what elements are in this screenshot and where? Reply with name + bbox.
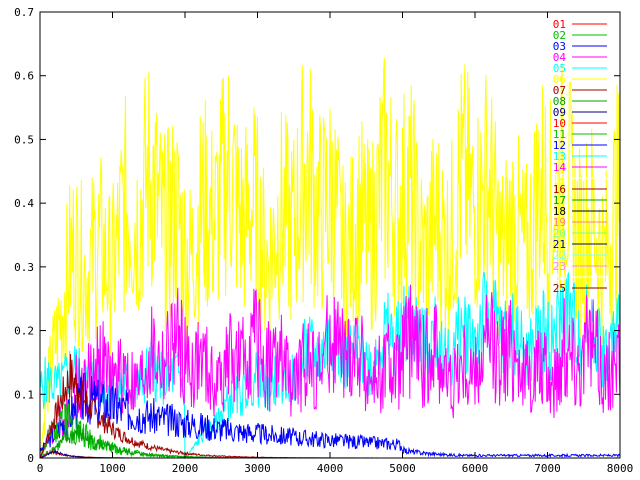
- legend: 0102030405060708091011121314151617181920…: [553, 18, 607, 295]
- legend-label-24: 24: [553, 271, 567, 284]
- legend-label-10: 10: [553, 117, 566, 130]
- legend-label-14: 14: [553, 161, 567, 174]
- series-line-06: [39, 57, 621, 459]
- legend-label-13: 13: [553, 150, 566, 163]
- y-tick-label: 0.4: [14, 197, 34, 210]
- x-tick-label: 0: [37, 462, 44, 475]
- legend-label-06: 06: [553, 73, 566, 86]
- y-tick-label: 0.6: [14, 70, 34, 83]
- legend-label-03: 03: [553, 40, 566, 53]
- legend-label-04: 04: [553, 51, 567, 64]
- legend-label-01: 01: [553, 18, 566, 31]
- legend-label-21: 21: [553, 238, 566, 251]
- x-tick-label: 7000: [534, 462, 561, 475]
- y-tick-label: 0: [27, 452, 34, 465]
- legend-label-11: 11: [553, 128, 566, 141]
- y-tick-label: 0.1: [14, 388, 34, 401]
- legend-label-22: 22: [553, 249, 566, 262]
- x-tick-label: 8000: [607, 462, 634, 475]
- legend-label-05: 05: [553, 62, 566, 75]
- y-tick-label: 0.5: [14, 133, 34, 146]
- x-tick-label: 4000: [317, 462, 344, 475]
- legend-label-07: 07: [553, 84, 566, 97]
- series-line-04: [39, 284, 621, 459]
- legend-label-16: 16: [553, 183, 566, 196]
- x-tick-label: 3000: [244, 462, 271, 475]
- y-tick-label: 0.3: [14, 261, 34, 274]
- legend-label-23: 23: [553, 260, 566, 273]
- legend-label-09: 09: [553, 106, 566, 119]
- legend-label-20: 20: [553, 227, 566, 240]
- x-tick-label: 2000: [172, 462, 199, 475]
- plot-lines: [39, 57, 621, 460]
- legend-label-15: 15: [553, 172, 566, 185]
- legend-label-19: 19: [553, 216, 566, 229]
- legend-label-18: 18: [553, 205, 566, 218]
- y-tick-label: 0.2: [14, 325, 34, 338]
- legend-label-02: 02: [553, 29, 566, 42]
- legend-label-17: 17: [553, 194, 566, 207]
- series-line-03: [39, 372, 621, 459]
- x-tick-label: 1000: [99, 462, 126, 475]
- legend-label-08: 08: [553, 95, 566, 108]
- x-tick-label: 6000: [462, 462, 489, 475]
- legend-label-25: 25: [553, 282, 566, 295]
- y-tick-label: 0.7: [14, 6, 34, 19]
- axes: 0 1000 2000 3000 4000 5000 6000 7000 8000 0 0.1 0.2…: [14, 6, 633, 475]
- x-tick-label: 5000: [389, 462, 416, 475]
- legend-label-12: 12: [553, 139, 566, 152]
